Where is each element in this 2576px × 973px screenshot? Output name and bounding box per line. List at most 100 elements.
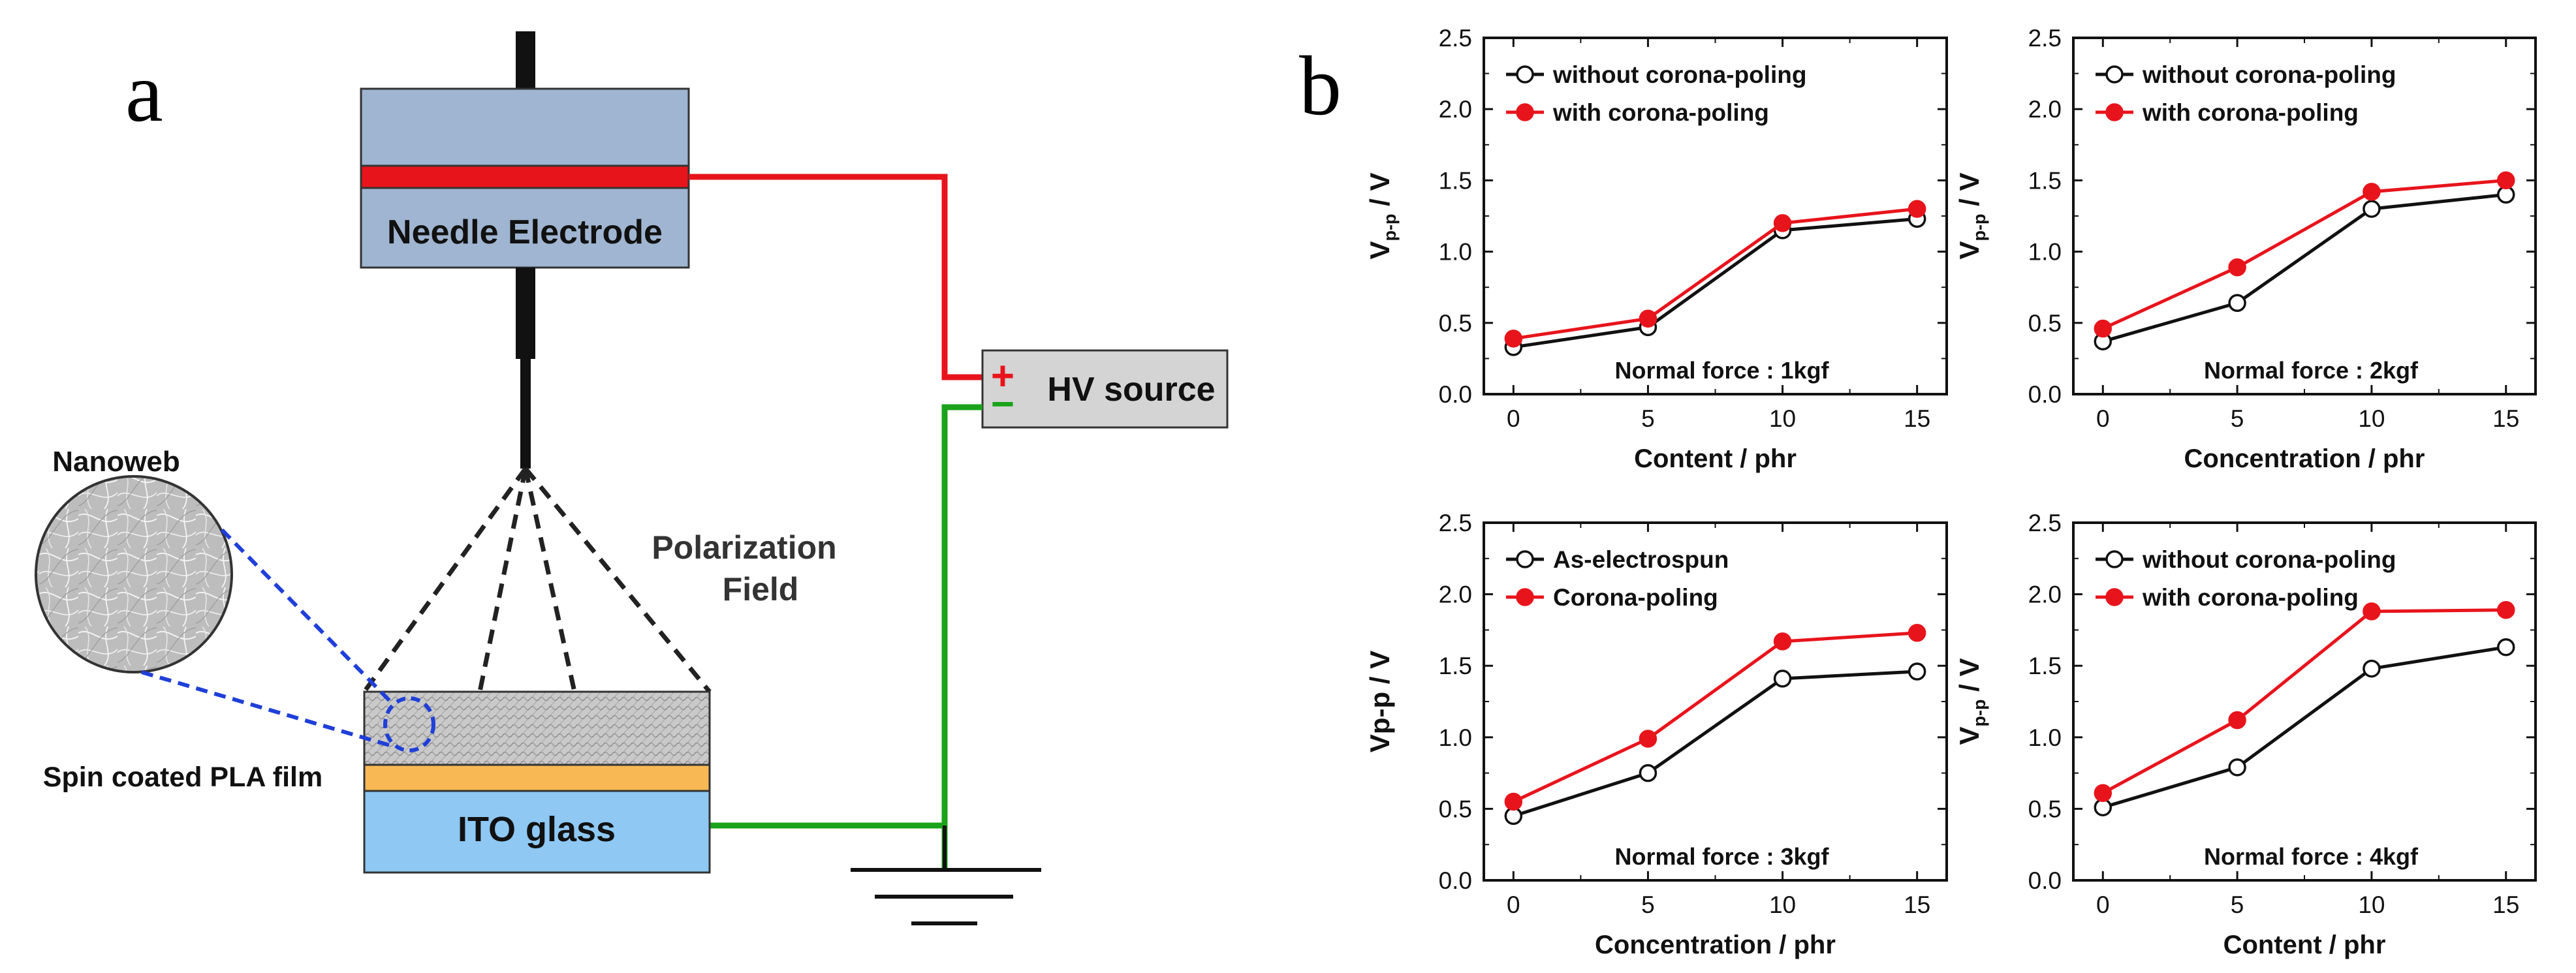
data-point <box>1504 792 1523 811</box>
data-point <box>2363 183 2381 201</box>
data-point <box>2363 659 2381 678</box>
y-axis-label-tail: / V <box>1954 658 1985 699</box>
polarization-label-1: Polarization <box>652 529 836 566</box>
y-axis-label-main: V <box>1364 241 1395 260</box>
x-tick-label: 15 <box>1904 891 1930 918</box>
y-tick-label: 0.0 <box>1439 381 1472 408</box>
hv-source: + − HV source <box>981 349 1229 429</box>
data-point <box>1639 730 1657 748</box>
y-axis-label-tail: / V <box>1954 172 1985 213</box>
electrode-upper-block <box>360 87 690 167</box>
diagram-panel: a Needle Electrode + − HV source <box>35 31 1229 925</box>
positive-wire <box>689 174 982 380</box>
x-tick-label: 10 <box>1769 891 1796 918</box>
y-tick-label: 1.5 <box>2028 167 2062 194</box>
y-axis-label-tail: / V <box>1364 651 1395 692</box>
y-axis-label: Vp-p / V <box>1364 172 1400 259</box>
needle-electrode-label: Needle Electrode <box>387 213 663 251</box>
x-tick-label: 10 <box>1769 405 1796 432</box>
y-tick-label: 1.0 <box>2028 724 2062 751</box>
y-axis-label: Vp-p / V <box>1954 172 1989 259</box>
data-point <box>1773 214 1792 232</box>
y-tick-label: 0.0 <box>2028 381 2062 408</box>
legend-label: with corona-poling <box>1552 99 1769 126</box>
chart-1: 0.0 0.5 1.0 1.5 2.0 2.5 0 5 10 15 Content / phr Vp-… <box>1364 25 1948 473</box>
hv-source-label: HV source <box>1047 371 1215 409</box>
chart-annotation: Normal force : 4kgf <box>2204 843 2419 870</box>
series-line-2 <box>2102 178 2506 330</box>
y-axis-label-main: Vp-p <box>1364 692 1395 752</box>
chart-3: 0.0 0.5 1.0 1.5 2.0 2.5 0 5 10 15 Concentration / … <box>1364 510 1948 959</box>
ito-glass-label: ITO glass <box>458 810 616 849</box>
x-tick-label: 0 <box>1507 405 1520 432</box>
minus-sign: − <box>991 382 1014 427</box>
electrode-lower-block <box>360 187 690 269</box>
data-point <box>2496 600 2515 619</box>
y-tick-label: 0.0 <box>1439 867 1472 894</box>
data-point <box>1504 330 1523 348</box>
series-line-1 <box>1513 670 1917 818</box>
y-tick-label: 1.5 <box>1439 653 1472 679</box>
data-point <box>2363 602 2381 621</box>
ito-glass-layer <box>363 790 711 874</box>
legend-marker <box>2105 65 2124 84</box>
data-point <box>2228 758 2246 777</box>
data-point <box>2228 258 2246 277</box>
legend-marker <box>2105 588 2124 606</box>
data-point <box>1908 662 1926 681</box>
y-tick-label: 0.0 <box>2028 867 2062 894</box>
chart-annotation: Normal force : 1kgf <box>1614 357 1829 384</box>
plot-frame <box>2072 521 2537 882</box>
x-tick-label: 0 <box>1507 891 1520 918</box>
plot-frame <box>1483 521 1948 882</box>
chart-2: 0.0 0.5 1.0 1.5 2.0 2.5 0 5 10 15 Concentration / … <box>1954 25 2537 473</box>
magnifier-line-bottom <box>141 670 392 748</box>
polarization-label-2: Field <box>723 571 799 608</box>
y-tick-label: 0.5 <box>1439 310 1472 337</box>
data-point <box>2363 200 2381 218</box>
y-tick-label: 2.5 <box>1439 510 1472 536</box>
y-tick-label: 2.0 <box>1439 581 1472 608</box>
legend-marker <box>1516 65 1534 84</box>
y-axis-label: Vp-p / V <box>1364 651 1395 752</box>
y-tick-label: 0.5 <box>2028 310 2062 337</box>
x-tick-label: 5 <box>1641 891 1655 918</box>
x-tick-label: 0 <box>2096 405 2110 432</box>
data-point <box>2094 319 2113 338</box>
series-line-2 <box>1513 207 1917 341</box>
y-tick-label: 2.0 <box>2028 581 2062 608</box>
nanoweb-image <box>35 475 233 673</box>
y-axis-label-tail: / V <box>1364 172 1395 213</box>
magnifier-line-top <box>220 528 396 707</box>
series-line-2 <box>1513 631 1917 803</box>
series-line-1 <box>2102 193 2506 343</box>
chart-4: 0.0 0.5 1.0 1.5 2.0 2.5 0 5 10 15 Content / phr Vp-… <box>1954 510 2537 959</box>
substrate-stack: ITO glass <box>363 690 711 874</box>
pla-film-label: Spin coated PLA film <box>43 762 322 793</box>
x-tick-label: 5 <box>1641 405 1655 432</box>
legend-label: without corona-poling <box>2142 61 2396 88</box>
y-tick-label: 2.5 <box>2028 510 2062 536</box>
plus-sign: + <box>991 354 1014 399</box>
legend-label: without corona-poling <box>1552 61 1806 88</box>
x-tick-label: 10 <box>2358 405 2385 432</box>
series-line-1 <box>2102 645 2507 809</box>
needle-top-stem <box>516 31 535 90</box>
legend-marker <box>1516 103 1534 121</box>
ground-symbol <box>851 826 1041 925</box>
data-point <box>1773 632 1792 651</box>
y-axis-label: Vp-p / V <box>1954 658 1989 745</box>
x-tick-label: 10 <box>2358 891 2385 918</box>
y-tick-label: 0.5 <box>1439 795 1472 822</box>
x-axis-label: Concentration / phr <box>1595 931 1836 959</box>
x-tick-label: 5 <box>2231 891 2244 918</box>
y-axis-label-sub: p-p <box>1380 214 1400 241</box>
needle-lower-stem <box>516 268 535 359</box>
x-axis-label: Concentration / phr <box>2184 444 2425 473</box>
panel-label-b: b <box>1299 39 1342 133</box>
x-axis-label: Content / phr <box>2223 931 2386 959</box>
polarization-field-lines <box>362 467 712 694</box>
data-point <box>1639 764 1657 782</box>
data-point <box>2094 784 2113 803</box>
legend-marker <box>2105 103 2124 121</box>
